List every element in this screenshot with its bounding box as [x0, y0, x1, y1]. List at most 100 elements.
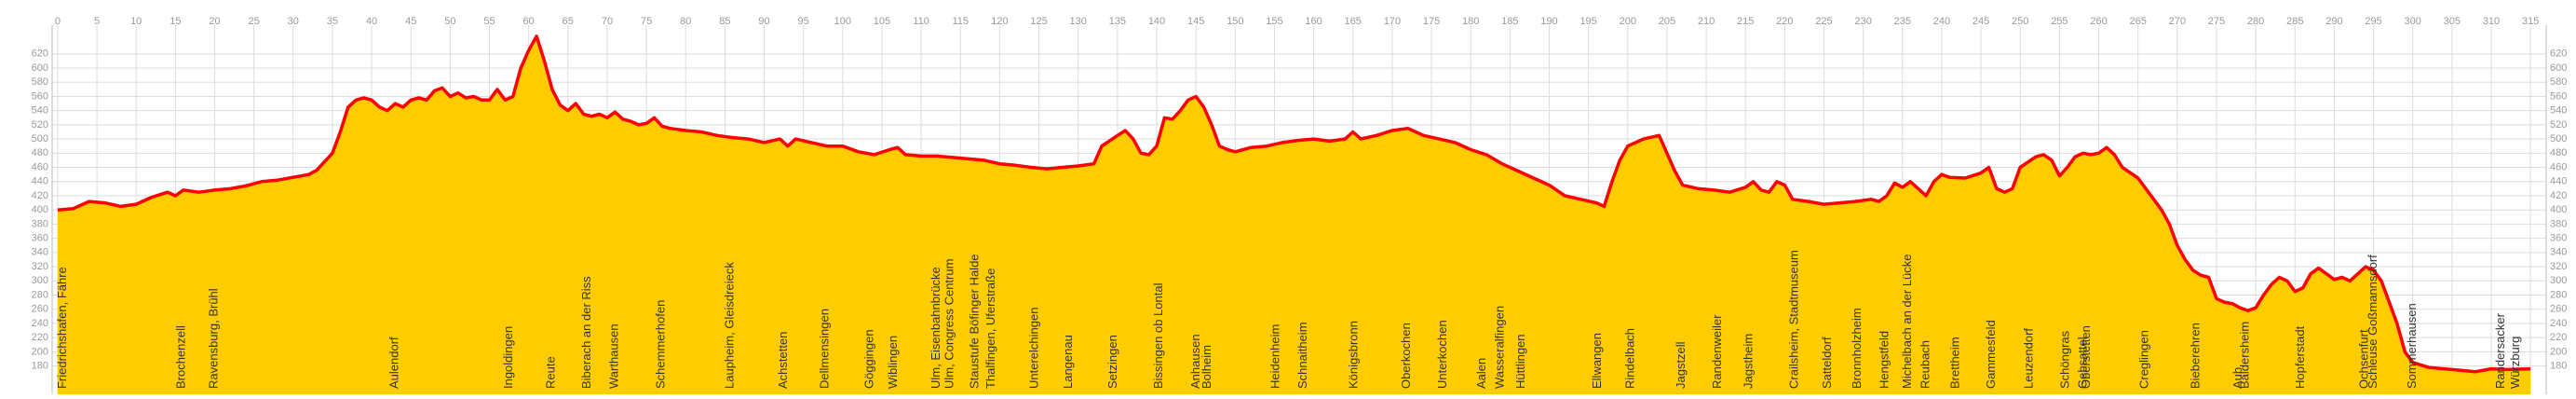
- place-label: Wasseralfingen: [1492, 306, 1506, 389]
- y-tick-label-right: 400: [2550, 204, 2567, 215]
- place-label: Schöngras: [2057, 330, 2071, 389]
- place-label: Unterkochen: [1435, 320, 1449, 389]
- profile: [57, 34, 2531, 395]
- y-tick-label-right: 320: [2550, 261, 2567, 272]
- y-tick-label: 200: [32, 346, 48, 357]
- place-label: Aalen: [1474, 358, 1488, 389]
- place-label: Ulm, Congress Centrum: [942, 259, 956, 389]
- place-label: Randenweiler: [1710, 314, 1724, 389]
- x-tick-label: 140: [1148, 16, 1165, 27]
- place-label: Michelbach an der Lücke: [1900, 254, 1914, 389]
- x-tick-label: 280: [2247, 16, 2264, 27]
- x-tick-label: 25: [249, 16, 260, 27]
- x-tick-label: 110: [913, 16, 929, 27]
- place-label: Brochenzell: [173, 325, 187, 389]
- place-label: Dellmensingen: [818, 309, 832, 389]
- place-label: Creglingen: [2136, 330, 2150, 389]
- x-tick-label: 10: [130, 16, 142, 27]
- x-tick-label: 290: [2325, 16, 2342, 27]
- y-tick-label-right: 300: [2550, 275, 2567, 286]
- y-tick-label: 180: [32, 360, 48, 371]
- place-label: Brettheim: [1947, 337, 1961, 389]
- place-label: Schemmerhofen: [653, 300, 667, 389]
- x-tick-label: 225: [1815, 16, 1832, 27]
- y-tick-label: 460: [32, 161, 48, 172]
- y-tick-label: 480: [32, 147, 48, 158]
- y-tick-label-right: 280: [2550, 289, 2567, 300]
- y-tick-label-right: 580: [2550, 76, 2567, 88]
- place-label: Aulendorf: [387, 337, 401, 389]
- place-label: Laupheim, Gleisdreieck: [723, 262, 737, 389]
- place-label: Friedrichshafen, Fähre: [55, 267, 69, 389]
- x-tick-label: 145: [1187, 16, 1204, 27]
- place-label: Crailsheim, Stadtmuseum: [1787, 250, 1801, 389]
- y-tick-label: 240: [32, 318, 48, 329]
- y-tick-label-right: 420: [2550, 190, 2567, 201]
- x-tick-label: 15: [169, 16, 181, 27]
- place-label: Reubach: [1918, 340, 1932, 389]
- place-label: Langenau: [1061, 335, 1075, 389]
- place-label: Ellwangen: [1590, 333, 1604, 389]
- x-tick-label: 115: [953, 16, 969, 27]
- y-tick-label-right: 480: [2550, 147, 2567, 158]
- x-tick-label: 230: [1854, 16, 1871, 27]
- x-tick-label: 40: [366, 16, 377, 27]
- place-label: Achstetten: [776, 332, 790, 389]
- y-tick-label-right: 520: [2550, 119, 2567, 131]
- place-label: Reute: [543, 356, 557, 389]
- y-tick-label: 420: [32, 190, 48, 201]
- y-tick-label-right: 200: [2550, 346, 2567, 357]
- place-label: Ochsenfurt: [2357, 329, 2371, 389]
- x-tick-label: 160: [1305, 16, 1322, 27]
- y-tick-label: 400: [32, 204, 48, 215]
- place-label: Sommerhausen: [2405, 303, 2419, 389]
- y-tick-label-right: 260: [2550, 304, 2567, 315]
- x-tick-label: 135: [1109, 16, 1126, 27]
- place-label: Würzburg: [2508, 337, 2522, 389]
- x-tick-label: 250: [2012, 16, 2028, 27]
- place-label: Ulm, Eisenbahnbrücke: [929, 267, 942, 389]
- x-tick-label: 0: [55, 16, 61, 27]
- x-tick-label: 195: [1579, 16, 1596, 27]
- x-tick-label: 85: [719, 16, 730, 27]
- y-tick-label: 500: [32, 133, 48, 144]
- x-tick-label: 50: [444, 16, 455, 27]
- y-tick-label-right: 500: [2550, 133, 2567, 144]
- y-tick-label: 520: [32, 119, 48, 131]
- place-label: Hüttlingen: [1513, 334, 1527, 389]
- y-tick-label-right: 620: [2550, 48, 2567, 60]
- y-tick-label: 600: [32, 62, 48, 74]
- y-tick-label: 540: [32, 105, 48, 117]
- y-tick-label: 580: [32, 76, 48, 88]
- elevation-area: [57, 35, 2531, 395]
- place-label: Leuzendorf: [2022, 328, 2036, 389]
- y-tick-label: 340: [32, 247, 48, 258]
- x-tick-label: 105: [874, 16, 890, 27]
- place-label: Thalfingen, Uferstraße: [983, 268, 997, 389]
- x-tick-label: 220: [1776, 16, 1793, 27]
- x-tick-label: 185: [1501, 16, 1518, 27]
- x-tick-label: 100: [834, 16, 851, 27]
- y-tick-label-right: 220: [2550, 332, 2567, 343]
- x-tick-label: 270: [2169, 16, 2186, 27]
- y-tick-label-right: 540: [2550, 105, 2567, 117]
- x-tick-label: 165: [1345, 16, 1362, 27]
- x-tick-label: 300: [2405, 16, 2421, 27]
- y-tick-label-right: 600: [2550, 62, 2567, 74]
- x-tick-label: 190: [1540, 16, 1557, 27]
- y-tick-label-right: 440: [2550, 176, 2567, 187]
- x-tick-label: 125: [1030, 16, 1047, 27]
- x-tick-label: 245: [1973, 16, 1989, 27]
- place-label: Rindelbach: [1622, 328, 1636, 389]
- x-tick-label: 315: [2522, 16, 2539, 27]
- place-label: Königsbronn: [1347, 321, 1361, 389]
- x-tick-label: 255: [2051, 16, 2068, 27]
- y-tick-label-right: 340: [2550, 247, 2567, 258]
- x-tick-label: 295: [2365, 16, 2381, 27]
- x-tick-label: 155: [1266, 16, 1282, 27]
- place-label: Unterelchingen: [1027, 308, 1041, 389]
- y-tick-label: 560: [32, 90, 48, 102]
- y-tick-label-right: 380: [2550, 218, 2567, 229]
